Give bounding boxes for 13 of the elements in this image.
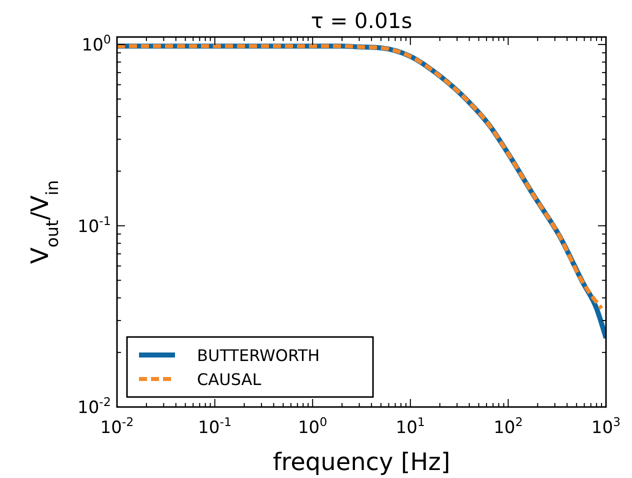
legend-label: CAUSAL — [197, 370, 262, 389]
y-tick-label: 10$^{0}$ — [82, 32, 111, 56]
y-tick-label: 10$^{-1}$ — [78, 214, 111, 237]
x-tick-label: 10$^{-1}$ — [198, 415, 232, 438]
x-tick-label: 10$^{0}$ — [298, 415, 328, 438]
x-tick-label: 10$^{1}$ — [396, 415, 426, 438]
x-axis-title: frequency [Hz] — [272, 448, 450, 476]
x-tick-label: 10$^{3}$ — [591, 415, 621, 438]
legend-label: BUTTERWORTH — [197, 346, 320, 365]
y-tick-label: 10$^{-2}$ — [78, 395, 111, 418]
x-tick-label: 10$^{2}$ — [494, 415, 523, 438]
x-tick-label: 10$^{-2}$ — [100, 415, 134, 438]
chart-title: τ = 0.01s — [310, 9, 412, 33]
